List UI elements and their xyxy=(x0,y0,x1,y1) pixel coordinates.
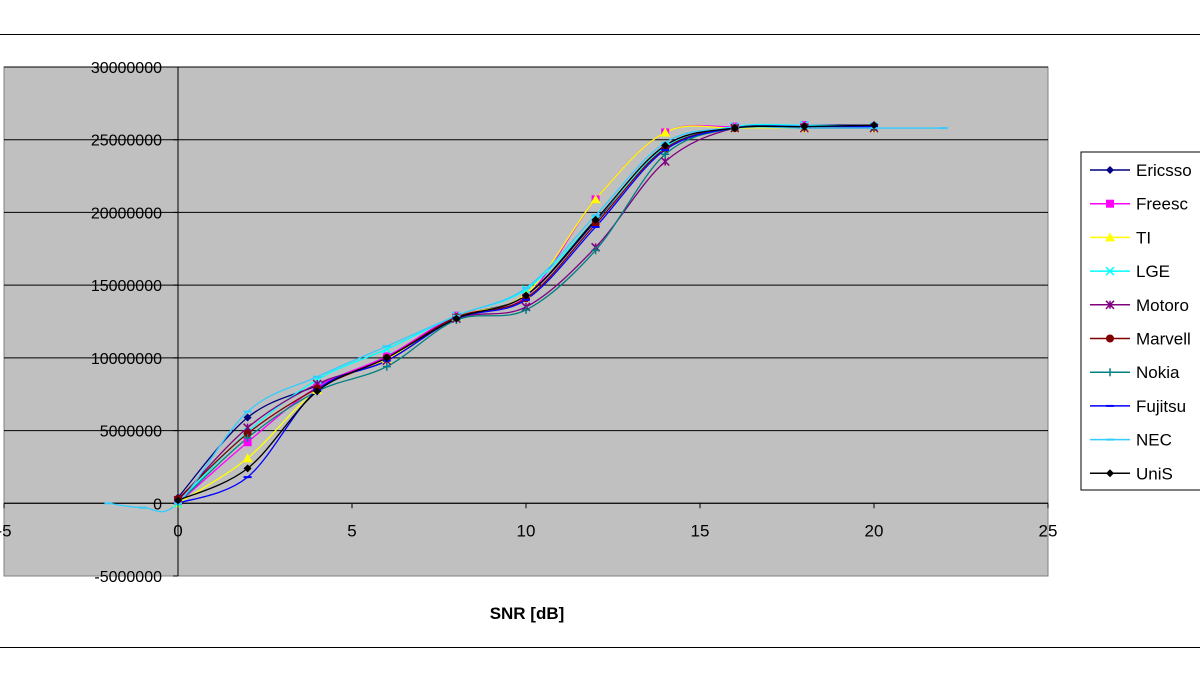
legend-label-freescale: Freesc xyxy=(1136,195,1188,214)
legend-marker-ericsson xyxy=(1106,166,1114,174)
legend: Ericsso Freesc TI LGE Motoro Marvell Nokia Fuji… xyxy=(1080,151,1200,491)
series-markers xyxy=(104,120,948,509)
point-unis-0 xyxy=(174,496,182,505)
point-marvell-1 xyxy=(243,429,252,438)
series-line-nec xyxy=(108,126,944,513)
legend-label-ericsson: Ericsso xyxy=(1136,161,1192,180)
legend-label-nokia: Nokia xyxy=(1136,363,1180,382)
point-unis-1 xyxy=(243,464,252,473)
top-divider xyxy=(0,34,1200,35)
point-ti-6 xyxy=(590,194,601,204)
point-lge-5 xyxy=(521,284,531,295)
x-tick-label-6: 25 xyxy=(1039,521,1058,540)
point-ti-7 xyxy=(660,127,671,137)
legend-marker-freescale xyxy=(1106,199,1114,208)
point-motorola-7 xyxy=(660,156,670,167)
point-unis-3 xyxy=(382,353,391,362)
legend-label-lge: LGE xyxy=(1136,262,1170,281)
legend-label-ti: TI xyxy=(1136,228,1151,247)
y-tick-label-5: 20000000 xyxy=(91,205,162,222)
y-tick-label-7: 30000000 xyxy=(91,60,162,77)
point-unis-6 xyxy=(591,215,600,224)
y-tick-label-6: 25000000 xyxy=(91,133,162,150)
y-tick-label-3: 10000000 xyxy=(91,351,162,368)
point-unis-8 xyxy=(730,124,739,133)
legend-label-marvell: Marvell xyxy=(1136,330,1191,349)
legend-label-nec: NEC xyxy=(1136,431,1172,450)
x-tick-label-5: 20 xyxy=(865,521,884,540)
legend-label-fujitsu: Fujitsu xyxy=(1136,397,1186,416)
point-ericsson-1 xyxy=(243,413,252,422)
point-unis-10 xyxy=(870,121,878,130)
x-tick-labels: -5 0 5 10 15 20 25 xyxy=(0,521,1057,540)
y-tick-label-2: 5000000 xyxy=(100,424,162,441)
x-tick-label-2: 5 xyxy=(347,521,356,540)
point-nokia-5 xyxy=(522,305,530,314)
x-tick-label-3: 10 xyxy=(517,521,536,540)
legend-marker-nokia xyxy=(1106,368,1114,377)
x-tick-label-0: -5 xyxy=(0,521,12,540)
legend-marker-ti xyxy=(1105,232,1115,242)
y-tick-label-1: 0 xyxy=(153,496,162,513)
x-tick-label-1: 0 xyxy=(173,521,182,540)
point-unis-9 xyxy=(800,122,809,131)
legend-label-unis: UniS xyxy=(1136,464,1173,483)
legend-marker-unis xyxy=(1106,469,1114,478)
y-tick-labels: -5000000 0 5000000 10000000 15000000 20000000… xyxy=(91,60,162,586)
point-nokia-3 xyxy=(382,362,391,371)
point-unis-2 xyxy=(313,387,322,396)
bottom-divider xyxy=(0,647,1200,648)
legend-marker-lge xyxy=(1105,266,1115,276)
legend-marker-motorola xyxy=(1105,300,1115,310)
legend-label-motorola: Motoro xyxy=(1136,296,1189,315)
legend-box xyxy=(1080,151,1200,491)
y-tick-label-4: 15000000 xyxy=(91,278,162,295)
point-ti-1 xyxy=(242,453,253,463)
point-nokia-7 xyxy=(661,150,670,159)
point-unis-5 xyxy=(522,291,530,300)
x-axis-label: SNR [dB] xyxy=(490,604,565,623)
point-nokia-6 xyxy=(591,246,600,255)
y-tick-label-0: -5000000 xyxy=(94,569,162,586)
point-unis-7 xyxy=(661,141,670,150)
x-tick-label-4: 15 xyxy=(691,521,710,540)
point-nokia-1 xyxy=(243,433,252,442)
legend-marker-marvell xyxy=(1106,334,1114,343)
point-freescale-1 xyxy=(243,438,252,447)
point-unis-4 xyxy=(452,314,461,323)
